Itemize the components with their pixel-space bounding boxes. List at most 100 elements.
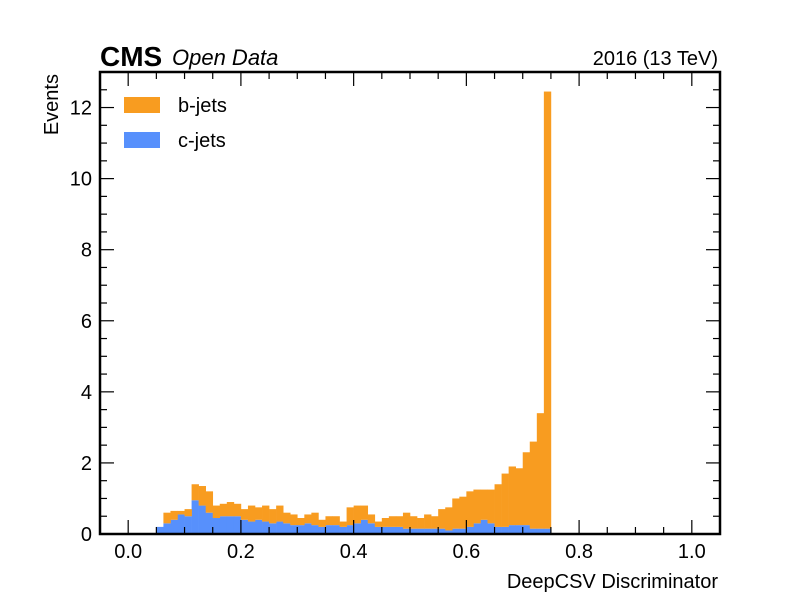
bar-c-jets-47	[459, 528, 467, 534]
legend-label-b-jets: b-jets	[178, 95, 227, 117]
bar-c-jets-30	[339, 526, 347, 534]
bar-b-jets-20	[269, 509, 277, 524]
bar-c-jets-46	[452, 528, 460, 534]
bar-b-jets-25	[304, 514, 312, 524]
legend-label-c-jets: c-jets	[178, 130, 226, 152]
y-tick-label: 12	[70, 98, 92, 120]
bar-c-jets-15	[233, 516, 242, 534]
bar-b-jets-28	[325, 516, 333, 526]
x-tick-label: 0.4	[340, 541, 368, 563]
bar-b-jets-24	[297, 518, 305, 526]
bar-b-jets-42	[424, 514, 432, 529]
lumi-label: 2016 (13 TeV)	[593, 48, 718, 70]
bar-c-jets-5	[163, 523, 171, 534]
bar-c-jets-25	[304, 523, 312, 534]
bar-c-jets-23	[290, 525, 298, 534]
bar-c-jets-38	[395, 526, 404, 534]
bar-c-jets-17	[247, 521, 256, 534]
bar-b-jets-48	[466, 491, 474, 527]
bar-c-jets-55	[515, 525, 524, 534]
bar-c-jets-24	[297, 525, 305, 534]
bar-c-jets-12	[212, 518, 221, 534]
bar-c-jets-39	[402, 528, 411, 534]
bar-b-jets-50	[480, 489, 488, 520]
bar-b-jets-46	[452, 498, 460, 529]
bar-b-jets-38	[395, 516, 404, 527]
bar-b-jets-9	[191, 484, 199, 501]
bar-b-jets-10	[198, 486, 206, 506]
bar-c-jets-48	[466, 526, 474, 534]
bar-b-jets-51	[487, 489, 495, 524]
bar-b-jets-13	[219, 503, 228, 517]
bar-c-jets-28	[325, 525, 333, 534]
bar-b-jets-45	[445, 507, 453, 531]
legend-swatch-b-jets	[124, 97, 160, 113]
bar-c-jets-20	[269, 523, 277, 534]
bar-c-jets-21	[276, 521, 284, 534]
open-data-label: Open Data	[172, 45, 278, 70]
x-tick-label: 0.2	[227, 541, 255, 563]
bar-b-jets-8	[184, 509, 192, 517]
bar-c-jets-50	[480, 519, 488, 534]
bar-c-jets-42	[424, 528, 432, 534]
bar-b-jets-52	[494, 484, 502, 527]
bar-c-jets-52	[494, 526, 502, 534]
bar-b-jets-34	[367, 514, 376, 524]
bar-b-jets-31	[346, 507, 354, 526]
y-tick-label: 2	[81, 453, 92, 475]
bar-b-jets-54	[508, 466, 516, 526]
bar-b-jets-58	[536, 413, 545, 529]
bar-b-jets-15	[233, 503, 242, 517]
bar-c-jets-6	[170, 519, 178, 534]
bar-c-jets-11	[205, 512, 214, 534]
x-tick-label: 1.0	[678, 541, 706, 563]
plot-frame	[98, 70, 722, 536]
bar-b-jets-5	[163, 512, 171, 524]
bar-c-jets-13	[219, 516, 228, 534]
bar-b-jets-7	[177, 510, 185, 515]
bar-c-jets-29	[332, 525, 340, 534]
bar-c-jets-37	[388, 526, 397, 534]
bar-b-jets-55	[515, 468, 524, 526]
bar-b-jets-56	[522, 452, 531, 526]
bar-b-jets-27	[318, 519, 326, 527]
x-axis-label: DeepCSV Discriminator	[507, 571, 719, 593]
bar-b-jets-35	[374, 521, 383, 527]
bar-b-jets-18	[255, 507, 263, 520]
y-tick-label: 8	[81, 240, 92, 262]
y-tick-label: 4	[81, 382, 92, 404]
y-axis-label: Events	[41, 74, 63, 135]
bar-c-jets-31	[346, 525, 354, 534]
bar-c-jets-57	[529, 528, 538, 534]
bar-b-jets-16	[240, 509, 249, 520]
bar-c-jets-40	[410, 528, 418, 534]
y-tick-label: 0	[81, 524, 92, 546]
bar-c-jets-7	[177, 514, 185, 534]
cms-label: CMS	[100, 41, 162, 72]
bar-b-jets-59	[543, 91, 552, 529]
bar-c-jets-10	[198, 505, 206, 534]
bar-c-jets-56	[522, 525, 531, 534]
y-tick-label: 6	[81, 311, 92, 333]
bar-b-jets-39	[402, 512, 411, 529]
bar-c-jets-32	[353, 523, 361, 534]
legend-swatch-c-jets	[124, 132, 160, 148]
bar-c-jets-36	[381, 526, 390, 534]
x-tick-label: 0.6	[452, 541, 480, 563]
bar-c-jets-45	[445, 530, 453, 534]
bar-b-jets-47	[459, 496, 467, 529]
bar-c-jets-54	[508, 525, 516, 534]
bar-b-jets-49	[473, 489, 481, 524]
bar-b-jets-53	[501, 473, 509, 527]
bar-c-jets-33	[360, 519, 369, 534]
bar-c-jets-9	[191, 500, 199, 534]
bar-b-jets-40	[410, 516, 418, 529]
bar-c-jets-14	[226, 516, 235, 534]
bar-c-jets-19	[262, 521, 270, 534]
bar-c-jets-59	[543, 528, 552, 534]
bar-c-jets-26	[311, 525, 319, 534]
bar-b-jets-12	[212, 505, 221, 519]
bar-c-jets-22	[283, 523, 291, 534]
bar-c-jets-18	[255, 519, 263, 534]
bar-b-jets-22	[283, 512, 291, 524]
